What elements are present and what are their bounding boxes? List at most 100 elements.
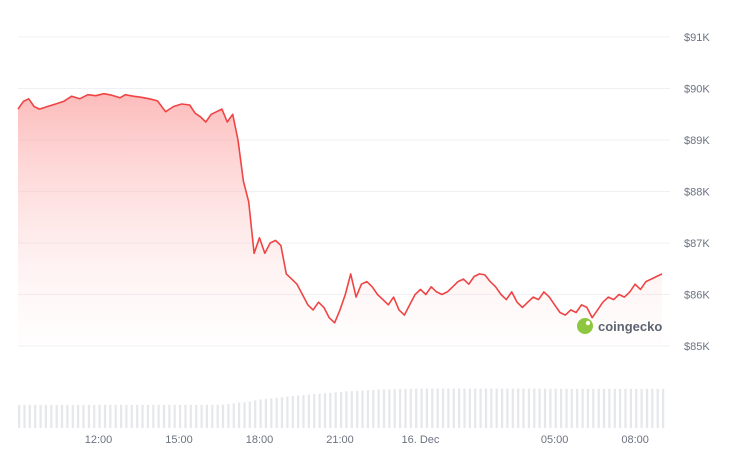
volume-bar [377, 389, 380, 428]
x-axis-labels: 12:00 15:00 18:00 21:00 16. Dec 05:00 08:00 [85, 434, 649, 446]
logo-text: coingecko [598, 319, 662, 334]
volume-bar [313, 394, 316, 428]
volume-bar [447, 388, 450, 428]
volume-bar [501, 388, 504, 428]
x-tick-label: 21:00 [326, 434, 354, 446]
volume-bar [82, 404, 85, 428]
price-line-layer [17, 92, 663, 324]
volume-bar [662, 388, 665, 428]
volume-bar [570, 388, 573, 428]
volume-bar [280, 397, 284, 428]
volume-bar [538, 388, 541, 428]
volume-bar [522, 388, 525, 428]
volume-bar [393, 389, 396, 428]
volume-bar [259, 399, 262, 428]
volume-bar [613, 388, 616, 428]
volume-bar [554, 388, 557, 428]
volume-bar [581, 388, 584, 428]
volume-bar [152, 404, 155, 428]
x-tick-label: 16. Dec [402, 434, 440, 446]
volume-bar [302, 395, 305, 428]
volume-bar [474, 388, 477, 428]
volume-bar [468, 388, 471, 428]
price-area [18, 93, 662, 346]
volume-bar [114, 404, 117, 428]
volume-bar [511, 388, 514, 428]
x-tick-label: 08:00 [621, 434, 649, 446]
volume-bar [576, 388, 579, 428]
volume-bar [248, 401, 251, 428]
volume-bar [200, 404, 203, 428]
volume-bar [141, 404, 144, 428]
y-tick-label: $87K [684, 238, 710, 250]
volume-bar [98, 404, 101, 428]
volume-bar [334, 392, 337, 428]
volume-bar [205, 404, 208, 428]
volume-bar [286, 396, 289, 428]
volume-bar [608, 388, 611, 428]
volume-bar [533, 388, 536, 428]
volume-bar [340, 391, 343, 428]
volume-bar [50, 404, 53, 428]
coingecko-logo: coingecko [577, 318, 662, 334]
volume-bar [60, 404, 64, 428]
volume-bar [189, 404, 192, 428]
volume-bar [640, 388, 643, 428]
volume-bar [543, 388, 547, 428]
volume-bar [436, 388, 439, 428]
volume-bar [602, 388, 606, 428]
volume-bar [399, 389, 402, 428]
volume-bar [495, 388, 498, 428]
volume-bar [227, 404, 230, 428]
y-axis-labels: $91K $90K $89K $88K $87K $86K $85K [684, 32, 710, 353]
volume-bar [463, 388, 466, 428]
volume-bar [549, 388, 552, 428]
volume-bar [93, 404, 96, 428]
volume-bar [221, 404, 225, 428]
volume-bar [157, 404, 160, 428]
volume-bar [425, 388, 428, 428]
volume-bar [136, 404, 139, 428]
volume-bar [624, 388, 627, 428]
volume-bar [490, 388, 493, 428]
volume-bar [656, 388, 659, 428]
volume-bar [629, 388, 632, 428]
volume-bar [264, 398, 267, 428]
volume-bar [297, 395, 300, 428]
volume-bar [329, 392, 332, 428]
price-line [17, 92, 663, 324]
volume-bar [39, 404, 42, 428]
volume-bar [211, 404, 214, 428]
price-area-fill [18, 93, 662, 346]
volume-bar [356, 390, 359, 428]
y-tick-label: $91K [684, 32, 710, 44]
volume-bar [173, 404, 176, 428]
volume-bar [125, 404, 128, 428]
volume-bar [565, 388, 568, 428]
volume-bar [361, 390, 364, 428]
volume-bar [431, 388, 434, 428]
x-tick-label: 12:00 [85, 434, 113, 446]
volume-bar [420, 388, 423, 428]
volume-bar [506, 388, 509, 428]
volume-bar [195, 404, 198, 428]
volume-bar [635, 388, 638, 428]
volume-bar [479, 388, 482, 428]
volume-bar [120, 404, 123, 428]
x-tick-label: 15:00 [165, 434, 193, 446]
volume-bar [130, 404, 133, 428]
volume-bar [23, 404, 26, 428]
volume-bar [179, 404, 182, 428]
volume-bar [409, 388, 412, 428]
volume-bar [275, 397, 278, 428]
volume-bar [18, 404, 21, 428]
volume-bar [441, 388, 445, 428]
volume-bar [77, 404, 80, 428]
volume-bar [232, 403, 235, 428]
volume-bar [87, 404, 90, 428]
volume-bar [404, 388, 407, 428]
volume-bar [366, 390, 369, 428]
volume-bar [168, 404, 171, 428]
gecko-eye-icon [585, 320, 591, 326]
